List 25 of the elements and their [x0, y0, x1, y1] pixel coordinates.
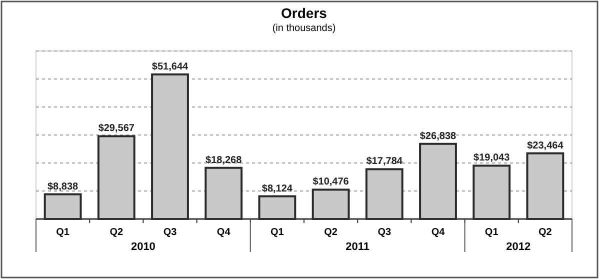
data-label: $8,838 — [48, 181, 79, 192]
chart-title: Orders — [281, 5, 328, 21]
x-tick-label: Q2 — [324, 227, 338, 238]
x-tick-label: Q3 — [378, 227, 392, 238]
x-tick-label: Q1 — [270, 227, 284, 238]
data-label: $29,567 — [98, 123, 135, 134]
x-tick-label: Q4 — [431, 227, 446, 238]
chart-subtitle: (in thousands) — [272, 23, 336, 34]
data-label: $19,043 — [474, 152, 510, 164]
data-label: $18,268 — [206, 154, 242, 166]
text: 2011 — [346, 241, 370, 253]
data-label: $26,838 — [420, 130, 457, 142]
x-tick-label: Q2 — [110, 227, 124, 238]
x-tick-label: Q1 — [56, 227, 70, 238]
data-label: $17,784 — [366, 156, 403, 168]
x-tick-label: Q4 — [216, 227, 231, 238]
text: 2010 — [130, 241, 156, 253]
data-label: $8,124 — [262, 183, 293, 194]
data-label: $51,644 — [152, 61, 189, 72]
x-tick-label: Q3 — [163, 227, 178, 238]
x-tick-label: Q2 — [538, 227, 552, 238]
data-label: $23,464 — [527, 140, 564, 152]
x-tick-label: Q1 — [484, 227, 499, 238]
data-label: $10,476 — [312, 176, 350, 188]
text: 2012 — [506, 241, 531, 253]
